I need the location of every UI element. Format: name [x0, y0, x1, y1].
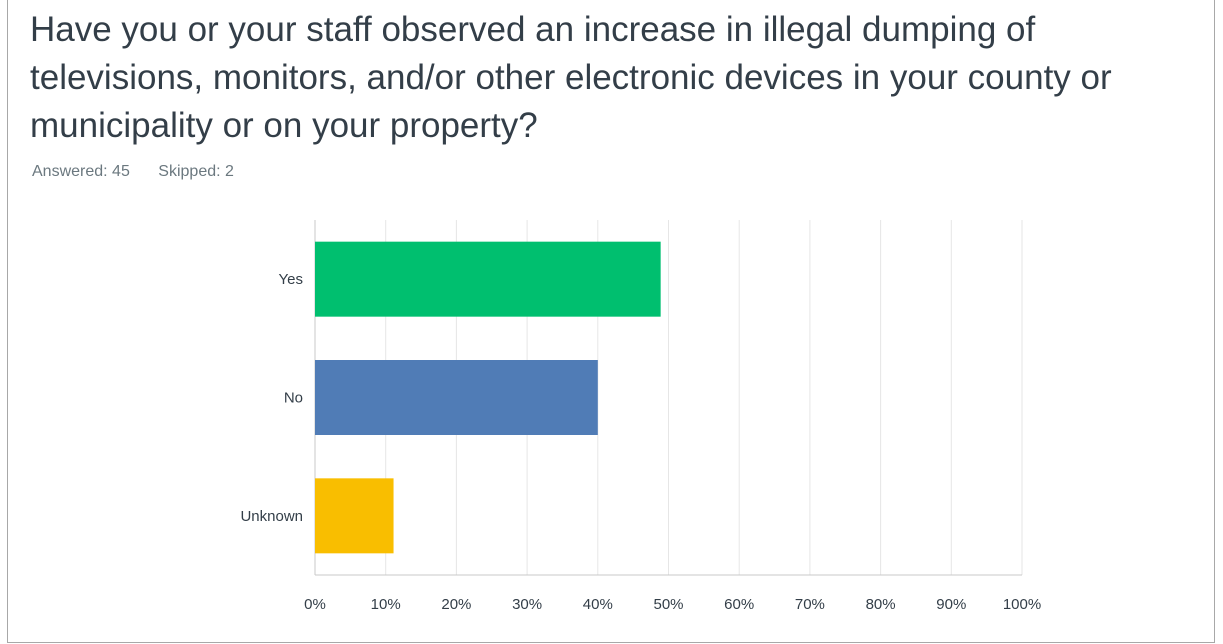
x-tick-label: 30% [512, 596, 542, 613]
x-tick-label: 80% [866, 596, 896, 613]
response-stats: Answered: 45 Skipped: 2 [32, 163, 258, 181]
bar-no [315, 360, 598, 435]
x-tick-label: 20% [441, 596, 471, 613]
x-tick-label: 70% [795, 596, 825, 613]
x-tick-label: 60% [724, 596, 754, 613]
question-line-2: televisions, monitors, and/or other elec… [30, 58, 1112, 97]
page-frame [7, 0, 1215, 643]
question-line-1: Have you or your staff observed an incre… [30, 10, 1036, 49]
category-label: No [284, 390, 303, 407]
x-tick-label: 50% [653, 596, 683, 613]
bar-yes [315, 241, 661, 317]
x-tick-label: 90% [936, 596, 966, 613]
answered-count: Answered: 45 [32, 163, 130, 180]
x-tick-label: 10% [371, 596, 401, 613]
question-title: Have you or your staff observed an incre… [30, 6, 1210, 150]
category-label: Yes [279, 271, 303, 288]
x-tick-label: 40% [583, 596, 613, 613]
bar-unknown [315, 478, 394, 554]
question-line-3: municipality or on your property? [30, 106, 538, 145]
category-label: Unknown [240, 508, 303, 525]
skipped-count: Skipped: 2 [158, 163, 234, 180]
x-tick-label: 0% [304, 596, 326, 613]
x-tick-label: 100% [1003, 596, 1041, 613]
